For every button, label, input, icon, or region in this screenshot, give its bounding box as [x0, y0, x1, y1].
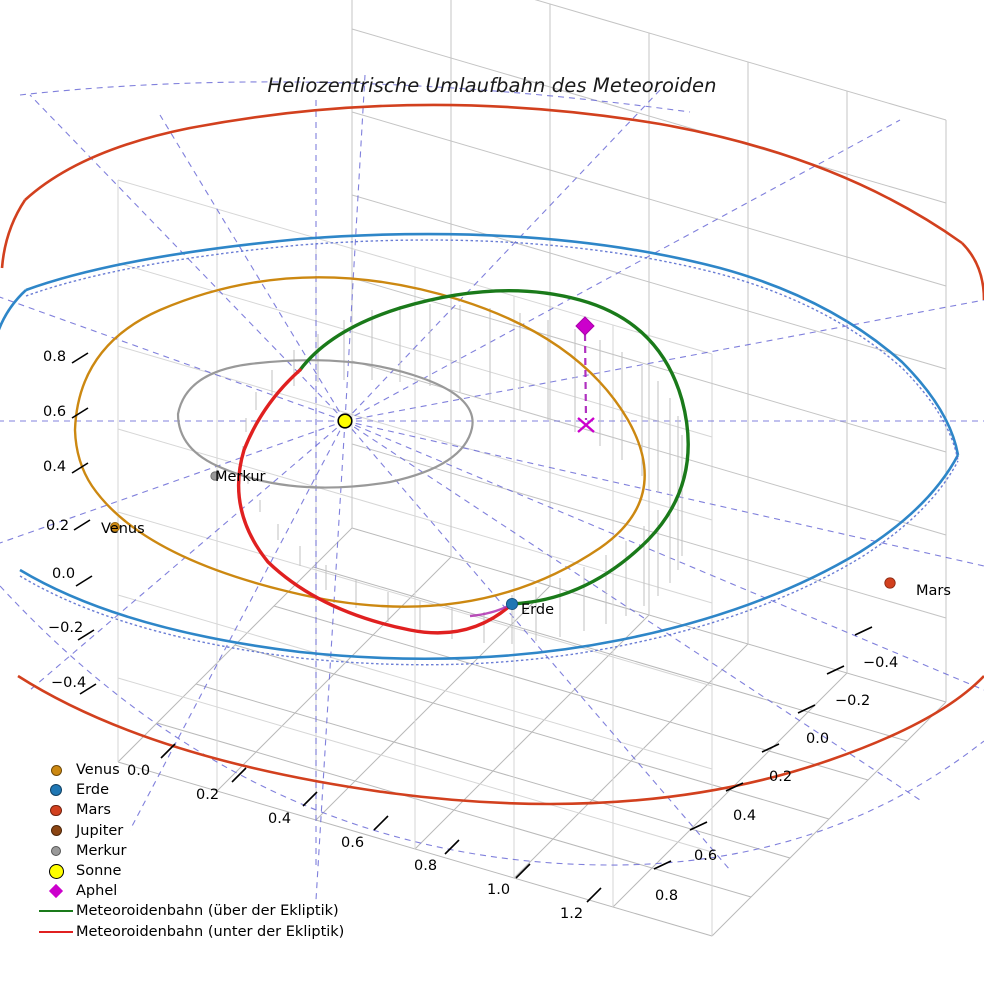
legend: Venus Erde Mars Jupiter Merkur Sonne Aphel Mete…	[36, 760, 344, 942]
body-markers	[110, 316, 896, 611]
legend-item[interactable]: Erde	[36, 780, 336, 800]
legend-item[interactable]: Meteoroidenbahn (über der Ekliptik)	[36, 901, 339, 921]
x-axis-tick-label: 0.6	[341, 835, 365, 851]
legend-key-line	[36, 930, 76, 933]
marker-aphel	[575, 316, 595, 336]
legend-key-marker	[36, 845, 76, 856]
orbit-erde	[0, 232, 960, 666]
x-axis-tick-label: 1.0	[487, 882, 511, 898]
orbit-merkur	[176, 359, 474, 489]
body-label-mars: Mars	[916, 583, 951, 599]
x-axis-tick-label: 0.0	[127, 763, 151, 779]
legend-line-icon	[39, 930, 73, 933]
legend-label: Mars	[76, 802, 111, 819]
z-axis-tick-label: 0.2	[46, 518, 70, 534]
aphel-projection-x-marker	[577, 417, 595, 433]
legend-key-marker	[36, 804, 76, 817]
legend-item[interactable]: Venus	[36, 760, 336, 780]
legend-item[interactable]: Meteoroidenbahn (unter der Ekliptik)	[36, 922, 344, 942]
y-axis-tick-label: 0.2	[769, 769, 793, 785]
radial-guide-lines	[0, 74, 984, 901]
page-title: Heliozentrische Umlaufbahn des Meteoroid…	[267, 74, 717, 97]
legend-dot-icon	[51, 845, 61, 856]
legend-key-marker	[36, 784, 76, 797]
body-label-erde: Erde	[521, 602, 554, 618]
y-axis-tick-label: −0.4	[863, 655, 899, 671]
legend-label: Meteoroidenbahn (über der Ekliptik)	[76, 903, 339, 920]
legend-label: Sonne	[76, 863, 122, 880]
orbit-mars	[0, 103, 984, 806]
y-axis-tick-label: −0.2	[835, 693, 871, 709]
z-axis-tick-label: 0.8	[43, 349, 67, 365]
legend-line-icon	[39, 910, 73, 913]
marker-sonne	[337, 413, 353, 429]
legend-key-line	[36, 910, 76, 913]
legend-dot-icon	[50, 804, 62, 817]
y-axis-tick-label: 0.6	[694, 848, 718, 864]
x-axis-tick-label: 1.2	[560, 906, 584, 922]
z-axis-tick-label: −0.4	[51, 675, 87, 691]
legend-dot-icon	[50, 825, 62, 837]
meteoroid-orbit-above-ecliptic	[298, 288, 690, 606]
legend-item[interactable]: Mars	[36, 800, 336, 820]
legend-diamond-icon	[48, 884, 64, 899]
x-axis-tick-label: 0.8	[414, 858, 438, 874]
legend-dot-icon	[48, 863, 64, 879]
y-axis-tick-label: 0.4	[733, 808, 757, 824]
legend-item[interactable]: Sonne	[36, 861, 336, 881]
x-axis-tick-label: 0.2	[196, 787, 220, 803]
aphel-dropline	[577, 333, 595, 433]
legend-label: Jupiter	[76, 822, 124, 839]
marker-merkur	[210, 471, 220, 481]
ecliptic-perimeter	[0, 81, 984, 866]
body-label-venus: Venus	[101, 521, 145, 537]
legend-key-marker	[36, 884, 76, 899]
legend-key-marker	[36, 825, 76, 837]
y-axis-tick-label: 0.0	[806, 731, 830, 747]
legend-key-marker	[36, 764, 76, 776]
legend-item[interactable]: Merkur	[36, 841, 336, 861]
z-axis-tick-label: −0.2	[48, 620, 84, 636]
legend-dot-icon	[50, 764, 62, 776]
z-axis-tick-label: 0.6	[43, 404, 67, 420]
body-label-merkur: Merkur	[215, 469, 266, 485]
legend-label: Merkur	[76, 842, 127, 859]
meteoroid-orbit-below-ecliptic	[236, 368, 514, 635]
z-axis-tick-label: 0.0	[52, 566, 76, 582]
axis-ticks	[71, 352, 873, 903]
legend-label: Meteoroidenbahn (unter der Ekliptik)	[76, 923, 345, 940]
legend-dot-icon	[50, 784, 62, 797]
x-axis-tick-label: 0.4	[268, 811, 292, 827]
legend-label: Erde	[76, 782, 109, 799]
legend-key-marker	[36, 863, 76, 879]
marker-erde	[505, 597, 519, 611]
legend-item[interactable]: Aphel	[36, 881, 336, 901]
marker-mars	[884, 577, 896, 589]
z-axis-tick-label: 0.4	[43, 459, 67, 475]
legend-label: Aphel	[76, 883, 118, 900]
legend-label: Venus	[76, 762, 120, 779]
legend-item[interactable]: Jupiter	[36, 821, 336, 841]
y-axis-tick-label: 0.8	[655, 888, 679, 904]
orbit-venus	[73, 276, 646, 608]
marker-venus	[110, 522, 121, 533]
